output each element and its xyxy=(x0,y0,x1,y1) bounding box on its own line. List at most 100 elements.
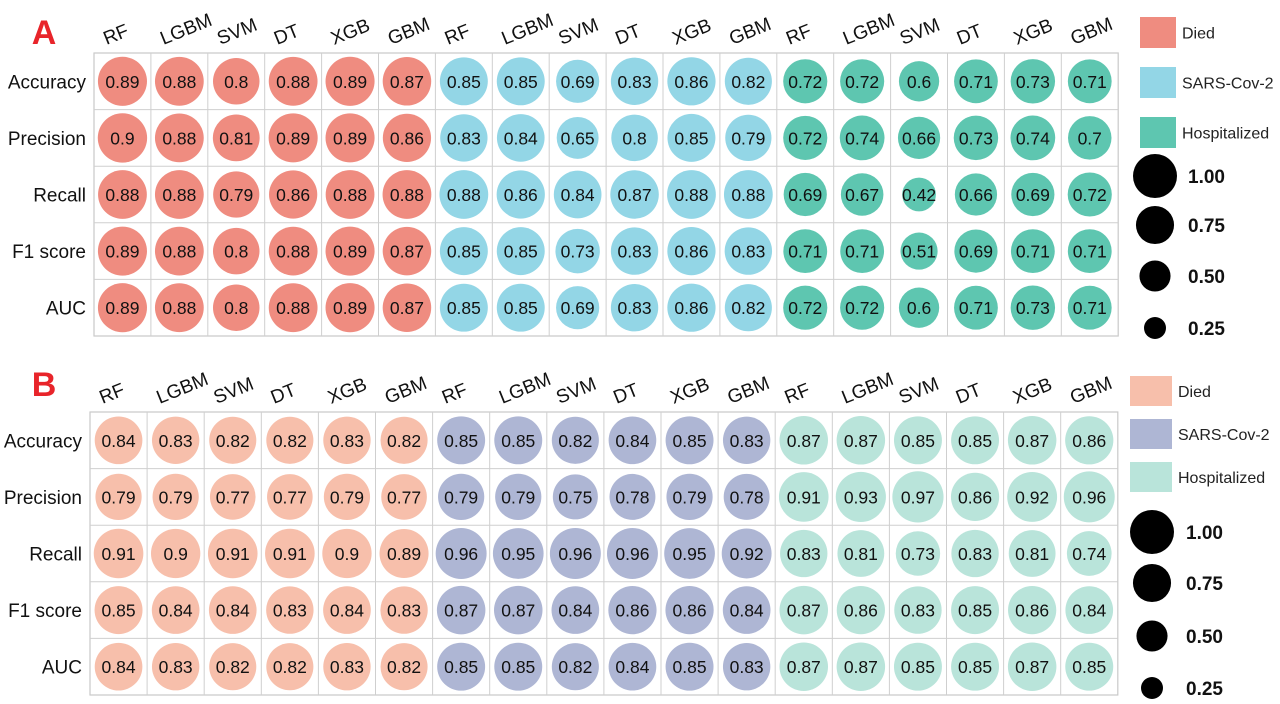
bubble-value-label: 0.85 xyxy=(444,657,478,677)
bubble-value-label: 0.83 xyxy=(730,657,764,677)
bubble-value-label: 0.71 xyxy=(959,72,993,92)
bubble-value-label: 0.85 xyxy=(1072,657,1106,677)
bubble-value-label: 0.79 xyxy=(501,487,535,507)
bubble xyxy=(496,57,545,106)
bubble-value-label: 0.66 xyxy=(902,128,936,148)
size-legend-circle xyxy=(1136,620,1168,652)
bubble-value-label: 0.83 xyxy=(273,601,307,621)
bubble-value-label: 0.95 xyxy=(501,544,535,564)
column-label: RF xyxy=(100,21,131,50)
bubble xyxy=(382,113,432,163)
bubble xyxy=(152,473,199,521)
bubble xyxy=(437,416,486,465)
bubble xyxy=(610,57,659,105)
bubble-value-label: 0.79 xyxy=(444,487,478,507)
bubble-value-label: 0.71 xyxy=(1073,72,1107,92)
bubble xyxy=(722,586,771,634)
bubble xyxy=(667,113,716,162)
bubble-value-label: 0.87 xyxy=(390,242,424,262)
bubble-value-label: 0.85 xyxy=(958,601,992,621)
column-label: XGB xyxy=(669,15,714,50)
bubble-value-label: 0.85 xyxy=(102,601,136,621)
row-label: Precision xyxy=(4,488,82,509)
bubble xyxy=(382,283,432,332)
bubble xyxy=(1011,172,1055,217)
bubble xyxy=(154,56,204,106)
bubble-value-label: 0.88 xyxy=(162,242,196,262)
bubble xyxy=(951,416,1000,465)
bubble xyxy=(893,416,942,465)
bubble xyxy=(380,416,428,464)
bubble xyxy=(266,643,314,691)
bubble xyxy=(382,170,432,219)
bubble-value-label: 0.86 xyxy=(674,242,708,262)
legend-swatch xyxy=(1140,67,1176,98)
column-label: SVM xyxy=(211,374,257,409)
bubble-value-label: 0.84 xyxy=(102,657,136,677)
bubble xyxy=(154,113,204,163)
bubble-value-label: 0.73 xyxy=(1016,298,1050,318)
bubble xyxy=(723,473,770,520)
bubble-value-label: 0.92 xyxy=(730,544,764,564)
size-legend-circle xyxy=(1135,205,1175,245)
bubble-value-label: 0.84 xyxy=(102,431,136,451)
bubble xyxy=(783,115,828,160)
bubble-value-label: 0.74 xyxy=(1072,544,1106,564)
bubble-value-label: 0.96 xyxy=(615,544,649,564)
bubble-value-label: 0.83 xyxy=(330,657,364,677)
bubble xyxy=(551,586,600,634)
bubble-value-label: 0.84 xyxy=(615,657,649,677)
bubble xyxy=(269,170,318,219)
bubble-value-label: 0.84 xyxy=(730,601,764,621)
bubble-value-label: 0.6 xyxy=(907,72,931,92)
panel-label: B xyxy=(32,366,57,404)
bubble-value-label: 0.71 xyxy=(845,242,879,262)
bubble-value-label: 0.83 xyxy=(730,431,764,451)
bubble xyxy=(837,530,885,577)
bubble-value-label: 0.73 xyxy=(901,544,935,564)
bubble xyxy=(721,528,772,579)
bubble xyxy=(323,416,371,464)
bubble xyxy=(779,642,829,691)
row-label: AUC xyxy=(42,658,82,679)
bubble-value-label: 0.87 xyxy=(618,185,652,205)
bubble-value-label: 0.77 xyxy=(387,487,421,507)
column-label: DT xyxy=(271,21,303,50)
bubble xyxy=(667,57,716,106)
bubble xyxy=(553,170,602,219)
bubble xyxy=(898,287,940,328)
bubble xyxy=(268,226,318,276)
bubble xyxy=(382,57,432,106)
bubble xyxy=(950,472,1000,522)
bubble-value-label: 0.85 xyxy=(504,298,538,318)
bubble xyxy=(266,416,314,464)
column-label: SVM xyxy=(897,15,943,50)
bubble-value-label: 0.96 xyxy=(1072,487,1106,507)
column-label: DT xyxy=(954,21,986,50)
bubble-value-label: 0.83 xyxy=(330,431,364,451)
bubble-value-label: 0.91 xyxy=(787,487,821,507)
bubble xyxy=(1010,59,1056,104)
bubble-value-label: 0.88 xyxy=(276,72,310,92)
column-label: GBM xyxy=(726,14,774,50)
legend-label: Hospitalized xyxy=(1182,126,1269,143)
bubble xyxy=(611,114,658,162)
legend-label: Died xyxy=(1178,384,1211,401)
bubble-value-label: 0.66 xyxy=(959,185,993,205)
bubble-value-label: 0.85 xyxy=(447,242,481,262)
bubble-value-label: 0.88 xyxy=(276,242,310,262)
bubble xyxy=(381,474,427,520)
row-label: Recall xyxy=(29,545,82,566)
column-label: RF xyxy=(783,21,814,50)
column-label: XGB xyxy=(668,374,713,409)
bubble xyxy=(900,232,938,270)
bubble-value-label: 0.79 xyxy=(102,487,136,507)
bubble xyxy=(212,227,260,275)
size-legend-label: 0.50 xyxy=(1188,267,1225,288)
bubble xyxy=(608,642,657,691)
bubble-value-label: 0.95 xyxy=(673,544,707,564)
column-label: XGB xyxy=(328,15,373,50)
bubble xyxy=(1010,115,1056,161)
bubble xyxy=(665,585,714,635)
bubble xyxy=(95,473,142,521)
